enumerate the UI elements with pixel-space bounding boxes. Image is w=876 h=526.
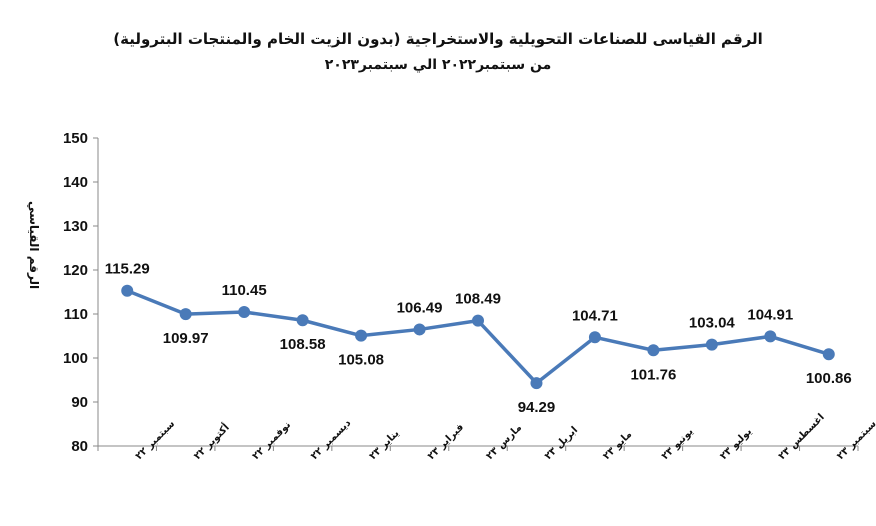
x-tick-label: اغسطس ٢٣	[777, 412, 827, 462]
data-point	[413, 323, 426, 336]
y-tick-label: 110	[64, 306, 88, 323]
x-tick-label: أكتوبر ٢٢	[191, 421, 232, 462]
data-label: 108.58	[280, 336, 326, 353]
data-label: 108.49	[455, 291, 501, 308]
data-label: 103.04	[689, 315, 736, 332]
data-point	[296, 314, 309, 327]
y-tick-label: 90	[71, 394, 88, 411]
y-tick-label: 100	[63, 350, 88, 367]
data-point	[705, 338, 718, 351]
data-point	[179, 308, 192, 321]
x-tick-label: مارس ٢٣	[484, 422, 524, 462]
data-label: 104.91	[747, 306, 793, 323]
data-label: 115.29	[105, 261, 150, 278]
x-tick-label: يونيو ٢٣	[660, 426, 696, 462]
y-tick-label: 130	[63, 218, 88, 235]
x-tick-label: فبراير ٢٣	[426, 422, 466, 462]
data-point	[355, 329, 368, 342]
chart-axes	[97, 138, 858, 447]
x-tick-label: سبتمبر ٢٣	[835, 418, 876, 462]
data-points	[121, 284, 835, 390]
data-point	[588, 331, 601, 344]
data-point	[822, 348, 835, 361]
chart-subtitle: من سبتمبر٢٠٢٢ الي سبتمبر٢٠٢٣	[324, 57, 552, 73]
data-label: 104.71	[572, 307, 618, 324]
y-axis-label: الرقم القياسي	[27, 201, 41, 289]
x-tick-label: يناير ٢٣	[367, 428, 401, 462]
data-label: 106.49	[397, 299, 443, 316]
chart-title-block: الرقم القياسى للصناعات التحويلية والاستخ…	[0, 28, 876, 76]
y-tick-label: 150	[63, 130, 88, 147]
x-axis-ticks: سبتمبر ٢٢ أكتوبر ٢٢ نوفمبر ٢٢ ديسمبر ٢٢ يناي…	[97, 412, 876, 462]
chart-title: الرقم القياسى للصناعات التحويلية والاستخ…	[113, 30, 763, 48]
x-tick-label: سبتمبر ٢٢	[134, 418, 178, 462]
data-label: 105.08	[338, 352, 384, 369]
y-tick-label: 80	[71, 438, 88, 455]
data-point	[530, 377, 543, 390]
data-point	[121, 284, 134, 297]
y-axis-ticks: 80 90 100 110 120 130 140 150	[63, 130, 98, 455]
data-point	[764, 330, 777, 343]
data-point	[472, 314, 484, 327]
y-tick-label: 140	[63, 174, 88, 191]
data-label: 94.29	[518, 399, 556, 416]
x-tick-label: نوفمبر ٢٢	[250, 419, 293, 462]
x-tick-label: ديسمبر ٢٢	[309, 418, 353, 462]
data-point	[238, 306, 251, 319]
data-labels: 115.29 109.97 110.45 108.58 105.08 106.49 108.…	[105, 261, 852, 416]
data-label: 101.76	[630, 366, 676, 383]
data-point	[647, 344, 660, 357]
data-label: 100.86	[806, 370, 852, 387]
x-tick-label: ابريل ٢٣	[543, 425, 580, 462]
data-label: 109.97	[163, 330, 209, 347]
x-tick-label: يوليو ٢٣	[718, 426, 754, 462]
y-tick-label: 120	[63, 262, 88, 279]
data-label: 110.45	[222, 282, 267, 299]
